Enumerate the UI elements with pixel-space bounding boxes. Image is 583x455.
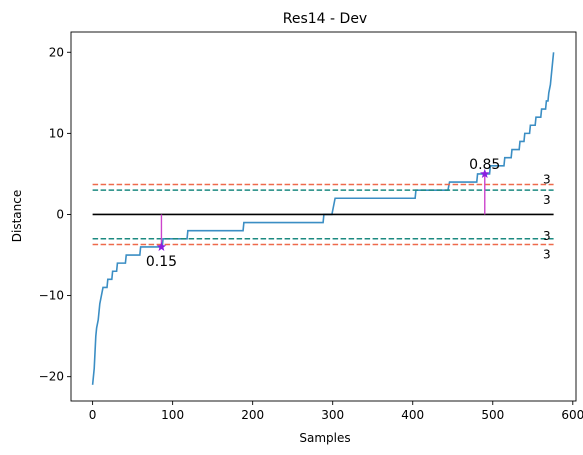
x-tick-label: 200 — [241, 408, 264, 422]
threshold-label: 3 — [543, 193, 551, 207]
x-tick-label: 0 — [89, 408, 97, 422]
y-axis-label: Distance — [10, 190, 24, 242]
star-marker — [156, 241, 167, 251]
marker-label: 0.85 — [469, 157, 500, 173]
y-tick-label: 0 — [56, 207, 64, 221]
marker-label: 0.15 — [146, 254, 177, 270]
x-axis-label: Samples — [299, 431, 350, 445]
y-tick-label: 20 — [49, 45, 64, 59]
x-tick-label: 500 — [481, 408, 504, 422]
threshold-labels: 3 3 3 3 — [543, 172, 551, 261]
star-marker — [480, 168, 490, 178]
x-tick-label: 300 — [321, 408, 344, 422]
threshold-label: 3 — [543, 229, 551, 243]
chart-title: Res14 - Dev — [283, 11, 367, 27]
threshold-label: 3 — [543, 172, 551, 186]
x-tick-label: 400 — [401, 408, 424, 422]
threshold-label: 3 — [543, 247, 551, 261]
y-tick-label: 10 — [49, 126, 64, 140]
x-tick-label: 100 — [161, 408, 184, 422]
plot-area — [91, 52, 555, 385]
x-tick-label: 600 — [561, 408, 583, 422]
x-axis: 0 100 200 300 400 500 600 — [89, 401, 583, 422]
y-tick-label: −20 — [39, 370, 64, 384]
y-axis: −20 −10 0 10 20 — [39, 45, 71, 384]
plot-frame — [70, 31, 577, 402]
y-tick-label: −10 — [39, 289, 64, 303]
series-line — [91, 52, 555, 385]
